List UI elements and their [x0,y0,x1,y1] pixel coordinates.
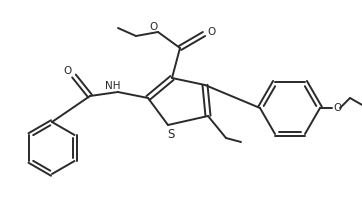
Text: S: S [167,127,175,141]
Text: NH: NH [105,81,121,91]
Text: O: O [207,27,215,37]
Text: O: O [333,103,341,113]
Text: O: O [149,22,157,32]
Text: O: O [64,66,72,76]
